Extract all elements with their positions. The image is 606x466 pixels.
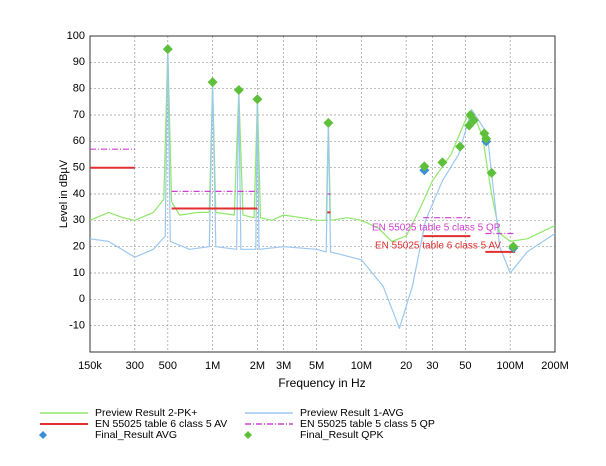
y-tick-label: 0 [79, 293, 85, 305]
series-line [89, 48, 556, 242]
y-tick-label: 10 [73, 267, 85, 279]
data-point [508, 241, 519, 252]
data-point [455, 141, 466, 152]
y-tick-label: 50 [73, 162, 85, 174]
data-point [162, 44, 173, 55]
y-axis-label: Level in dBµV [58, 159, 70, 228]
plot-frame [89, 35, 556, 353]
legend-label: Final_Result AVG [95, 429, 177, 441]
y-tick-label: 20 [73, 241, 85, 253]
x-tick-label: 20 [400, 360, 412, 372]
x-tick-label: 200M [541, 360, 569, 372]
y-tick-label: 90 [73, 56, 85, 68]
x-tick-label: 150k [78, 360, 102, 372]
x-tick-label: 5M [309, 360, 324, 372]
annotation: EN 55025 table 6 class 5 AV [375, 241, 501, 252]
x-tick-label: 1M [205, 360, 220, 372]
data-point [481, 133, 492, 144]
legend-label: Preview Result 2-PK+ [95, 407, 197, 419]
y-tick-label: 60 [73, 135, 85, 147]
legend-label: Final_Result QPK [300, 429, 383, 441]
x-axis-label: Frequency in Hz [278, 376, 365, 390]
data-point [419, 161, 430, 172]
legend-label: Preview Result 1-AVG [300, 407, 404, 419]
series-line [89, 48, 556, 329]
legend-symbol [244, 431, 252, 439]
y-tick-label: 40 [73, 188, 85, 200]
x-tick-label: 3M [276, 360, 291, 372]
legend-symbol [39, 431, 47, 439]
x-tick-label: 10M [351, 360, 372, 372]
data-point [486, 167, 497, 178]
x-tick-label: 100M [496, 360, 524, 372]
x-tick-label: 30 [426, 360, 438, 372]
data-point [323, 117, 334, 128]
series-line [90, 148, 516, 235]
annotation: EN 55025 table 5 class 5 QP [372, 223, 501, 234]
x-tick-label: 2M [250, 360, 265, 372]
legend-label: EN 55025 table 6 class 5 AV [95, 418, 227, 430]
y-tick-label: 70 [73, 109, 85, 121]
y-tick-label: 80 [73, 83, 85, 95]
y-tick-label: 100 [67, 30, 85, 42]
x-tick-label: 500 [159, 360, 177, 372]
legend-label: EN 55025 table 5 class 5 QP [300, 418, 435, 430]
data-point [207, 77, 218, 88]
data-point [233, 84, 244, 95]
x-tick-label: 300 [126, 360, 144, 372]
x-tick-label: 50 [459, 360, 471, 372]
data-point [437, 157, 448, 168]
y-tick-label: -10 [69, 320, 85, 332]
data-point [468, 115, 479, 126]
series-line [90, 166, 516, 253]
y-tick-label: 30 [73, 214, 85, 226]
data-point [252, 94, 263, 105]
